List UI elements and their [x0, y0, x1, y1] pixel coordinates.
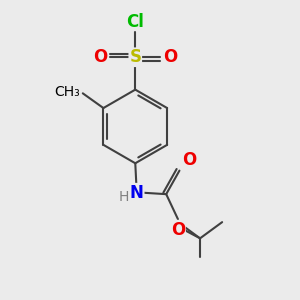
- Text: S: S: [129, 48, 141, 66]
- Text: O: O: [93, 48, 107, 66]
- Text: O: O: [182, 151, 197, 169]
- Text: O: O: [171, 221, 185, 239]
- Text: O: O: [163, 48, 178, 66]
- Text: H: H: [118, 190, 129, 204]
- Text: CH₃: CH₃: [54, 85, 80, 99]
- Text: Cl: Cl: [126, 13, 144, 31]
- Text: N: N: [130, 184, 144, 202]
